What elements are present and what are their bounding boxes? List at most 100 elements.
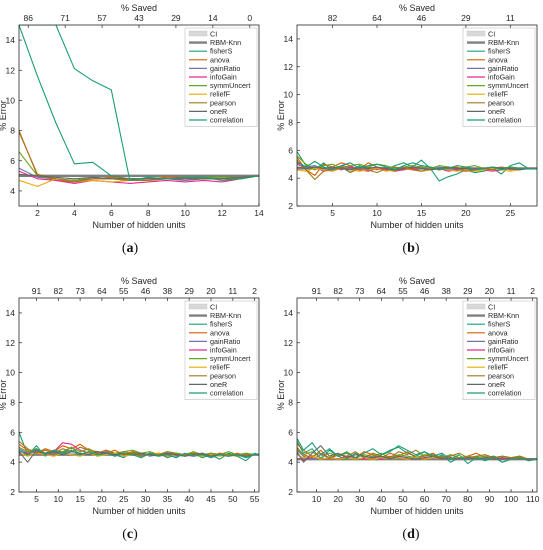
y-tick-label: 4 — [288, 457, 293, 467]
top-tick-label: 0 — [247, 13, 252, 23]
y-tick-label: 12 — [6, 338, 16, 348]
y-axis-label: % Error — [276, 380, 286, 411]
legend-label: anova — [210, 328, 230, 337]
y-tick-label: 6 — [10, 427, 15, 437]
legend-label: infoGain — [210, 73, 237, 82]
y-axis-label: % Error — [0, 100, 8, 131]
legend-label: CI — [210, 30, 217, 39]
legend-label: RBM-Knn — [210, 38, 241, 47]
panel-label-close: ) — [415, 527, 420, 542]
legend-label: infoGain — [488, 346, 515, 355]
series-line-correlation — [19, 448, 259, 459]
legend-label: RBM-Knn — [488, 38, 519, 47]
y-tick-label: 4 — [10, 186, 15, 196]
y-tick-label: 14 — [6, 308, 16, 318]
legend-label: pearson — [210, 98, 236, 107]
y-tick-label: 2 — [288, 487, 293, 497]
panel-label-open: ( — [402, 241, 407, 256]
legend-label: gainRatio — [488, 64, 518, 73]
x-tick-label: 45 — [206, 494, 216, 504]
panel-label-close: ) — [133, 527, 138, 542]
top-tick-label: 57 — [97, 13, 107, 23]
x-tick-label: 60 — [420, 494, 430, 504]
panel-label: (a) — [122, 241, 139, 256]
x-tick-label: 10 — [312, 494, 322, 504]
panel-label-letter: c — [127, 527, 133, 542]
top-axis-label: % Saved — [399, 276, 435, 286]
top-tick-label: 11 — [507, 286, 516, 296]
x-tick-label: 90 — [485, 494, 495, 504]
x-tick-label: 10 — [54, 494, 64, 504]
top-tick-label: 46 — [141, 286, 151, 296]
top-tick-label: 2 — [252, 286, 257, 296]
legend-label: oneR — [210, 380, 227, 389]
y-tick-label: 8 — [10, 126, 15, 136]
legend-label: anova — [210, 55, 230, 64]
panel-label-letter: a — [127, 241, 134, 256]
top-tick-label: 14 — [208, 13, 218, 23]
legend-label: reliefF — [488, 90, 509, 99]
panel-label-letter: d — [407, 527, 415, 542]
legend-label: CI — [488, 30, 495, 39]
x-tick-label: 30 — [355, 494, 365, 504]
legend-label: RBM-Knn — [210, 311, 241, 320]
legend-label: correlation — [210, 389, 244, 398]
panel-label: (c) — [122, 527, 138, 542]
legend-label: symmUncert — [210, 354, 250, 363]
top-tick-label: 91 — [32, 286, 42, 296]
top-tick-label: 20 — [485, 286, 495, 296]
legend-label: correlation — [488, 389, 522, 398]
x-tick-label: 110 — [526, 494, 540, 504]
legend-label: infoGain — [210, 346, 237, 355]
legend-label: RBM-Knn — [488, 311, 519, 320]
y-tick-label: 6 — [288, 427, 293, 437]
top-tick-label: 64 — [377, 286, 387, 296]
top-tick-label: 82 — [54, 286, 64, 296]
y-tick-label: 2 — [10, 487, 15, 497]
legend-label: pearson — [210, 371, 236, 380]
y-axis-label: % Error — [0, 380, 8, 411]
y-tick-label: 8 — [288, 397, 293, 407]
legend-label: correlation — [210, 116, 244, 125]
series-group — [19, 25, 259, 187]
top-tick-label: 73 — [75, 286, 85, 296]
legend-label: symmUncert — [488, 81, 528, 90]
legend-label: fisherS — [210, 320, 233, 329]
legend: CIRBM-KnnfisherSanovagainRatioinfoGainsy… — [184, 300, 258, 400]
y-tick-label: 4 — [10, 457, 15, 467]
panel-label: (b) — [402, 241, 419, 256]
legend-swatch-ci — [188, 303, 208, 310]
top-tick-label: 46 — [420, 286, 430, 296]
x-tick-label: 70 — [441, 494, 451, 504]
y-tick-label: 14 — [6, 35, 16, 45]
legend-label: gainRatio — [210, 337, 240, 346]
top-tick-label: 11 — [228, 286, 237, 296]
x-axis-label: Number of hidden units — [370, 220, 464, 230]
x-tick-label: 80 — [463, 494, 473, 504]
legend: CIRBM-KnnfisherSanovagainRatioinfoGainsy… — [462, 27, 536, 127]
x-tick-label: 5 — [330, 208, 335, 218]
top-tick-label: 11 — [506, 13, 515, 23]
legend-label: oneR — [210, 107, 227, 116]
x-tick-label: 25 — [506, 208, 516, 218]
x-axis-label: Number of hidden units — [92, 506, 186, 516]
legend-label: symmUncert — [488, 354, 528, 363]
x-tick-label: 2 — [35, 208, 40, 218]
y-tick-label: 10 — [284, 90, 294, 100]
top-tick-label: 29 — [171, 13, 181, 23]
y-tick-label: 8 — [288, 117, 293, 127]
y-tick-label: 14 — [284, 34, 294, 44]
x-tick-label: 40 — [184, 494, 194, 504]
top-tick-label: 38 — [163, 286, 173, 296]
top-tick-label: 55 — [119, 286, 129, 296]
panel-label-letter: b — [407, 241, 415, 256]
x-tick-label: 40 — [377, 494, 387, 504]
top-tick-label: 29 — [461, 13, 471, 23]
legend-label: reliefF — [210, 363, 231, 372]
legend-label: reliefF — [210, 90, 231, 99]
top-tick-label: 55 — [398, 286, 408, 296]
x-axis-label: Number of hidden units — [370, 506, 464, 516]
x-tick-label: 50 — [228, 494, 238, 504]
